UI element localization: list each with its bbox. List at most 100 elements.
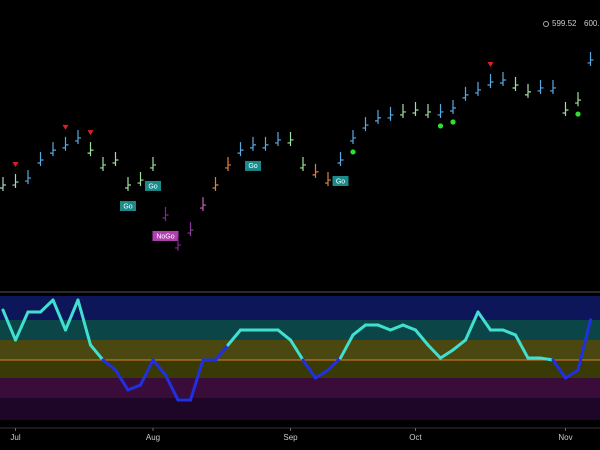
price-bar (212, 177, 219, 192)
oscillator-segment (389, 323, 405, 332)
price-bar (587, 51, 594, 66)
buy-signal (350, 149, 356, 155)
oscillator-segment (451, 338, 467, 352)
signal-label-box (332, 176, 349, 186)
oscillator-segment (514, 333, 530, 360)
oscillator-segment (301, 358, 317, 380)
x-tick-label: Jul (10, 433, 20, 442)
price-bar (250, 136, 256, 151)
price-bar (500, 72, 506, 87)
oscillator-segment (114, 368, 130, 392)
price-bar (12, 174, 19, 189)
oscillator-segment (476, 310, 492, 332)
price-label: 599.52 (552, 19, 577, 28)
signal-label: Go (248, 163, 257, 170)
price-bar (325, 172, 331, 187)
oscillator-segment (101, 358, 117, 372)
price-bar (300, 156, 306, 171)
price-bar (562, 101, 569, 116)
sell-signal (87, 130, 94, 136)
oscillator-segment (164, 373, 180, 402)
price-bar (37, 152, 44, 166)
price-bar (462, 86, 469, 101)
price-bar (362, 117, 369, 132)
oscillator-segment (51, 298, 67, 332)
price-bar (100, 156, 106, 171)
price-bar (175, 236, 181, 251)
price-bar (87, 142, 94, 157)
signal-label: Go (148, 183, 157, 190)
price-bar (387, 106, 394, 121)
price-bar (537, 79, 544, 94)
price-bar (512, 76, 519, 91)
x-tick-label: Oct (409, 433, 422, 442)
oscillator-segment (501, 328, 517, 337)
oscillator-segment (226, 328, 242, 347)
oscillator-segment (551, 358, 567, 380)
oscillator-segment (351, 323, 367, 337)
oscillator-segment (464, 310, 480, 342)
oscillator-segment (326, 356, 342, 372)
price-bar (525, 83, 531, 98)
price-bar (412, 101, 419, 116)
oscillator-segment (39, 298, 55, 314)
oscillator-segment (139, 358, 155, 387)
price-bar (487, 74, 494, 88)
signal-label-box (120, 201, 136, 212)
price-bar (337, 152, 344, 166)
oscillator-segment (126, 383, 142, 392)
buy-signal (575, 111, 581, 117)
price-label: 600.8 (584, 19, 600, 28)
signal-label-box (145, 180, 161, 191)
price-bar (575, 92, 581, 107)
price-bar (275, 131, 281, 146)
signal-label: Go (123, 203, 132, 210)
price-bar (25, 170, 31, 185)
signal-label-box (152, 230, 179, 241)
price-bar (437, 103, 444, 118)
oscillator-segment (539, 356, 555, 362)
price-bar (200, 197, 206, 212)
x-tick-label: Nov (558, 433, 572, 442)
oscillator-segment (89, 343, 105, 362)
oscillator-segment (339, 333, 355, 360)
buy-signal (437, 123, 444, 129)
price-bar (550, 79, 556, 94)
signal-label: NoGo (156, 233, 174, 240)
sell-signal (12, 162, 19, 168)
oscillator-bands (0, 296, 600, 420)
oscillator-segment (189, 358, 205, 402)
price-bar (375, 109, 381, 124)
oscillator-segment (564, 368, 580, 380)
price-bar (150, 156, 156, 171)
signal-label: Go (336, 178, 345, 185)
price-bar (425, 103, 431, 118)
buy-signal (450, 119, 456, 125)
oscillator-segment (314, 368, 330, 380)
signal-label-box (245, 160, 261, 171)
oscillator-segment (76, 298, 92, 347)
sell-signal (487, 62, 494, 67)
oscillator-segment (426, 343, 442, 360)
oscillator-segment (401, 323, 417, 332)
price-bar (125, 177, 131, 192)
price-bar (75, 129, 81, 144)
price-bar (237, 142, 244, 157)
price-bar (350, 129, 356, 144)
oscillator-segment (576, 318, 592, 372)
oscillator-segment (214, 343, 230, 362)
oscillator-segment (64, 298, 80, 332)
oscillator-segment (439, 348, 455, 360)
price-bar (400, 103, 406, 118)
price-bar (187, 222, 194, 237)
oscillator-segment (1, 308, 17, 342)
price-icon (543, 21, 549, 27)
price-bar (475, 81, 481, 96)
price-bar (112, 152, 119, 166)
price-bar (50, 142, 56, 157)
x-tick-label: Aug (146, 433, 160, 442)
x-tick-label: Sep (283, 433, 298, 442)
price-bar (312, 163, 319, 178)
